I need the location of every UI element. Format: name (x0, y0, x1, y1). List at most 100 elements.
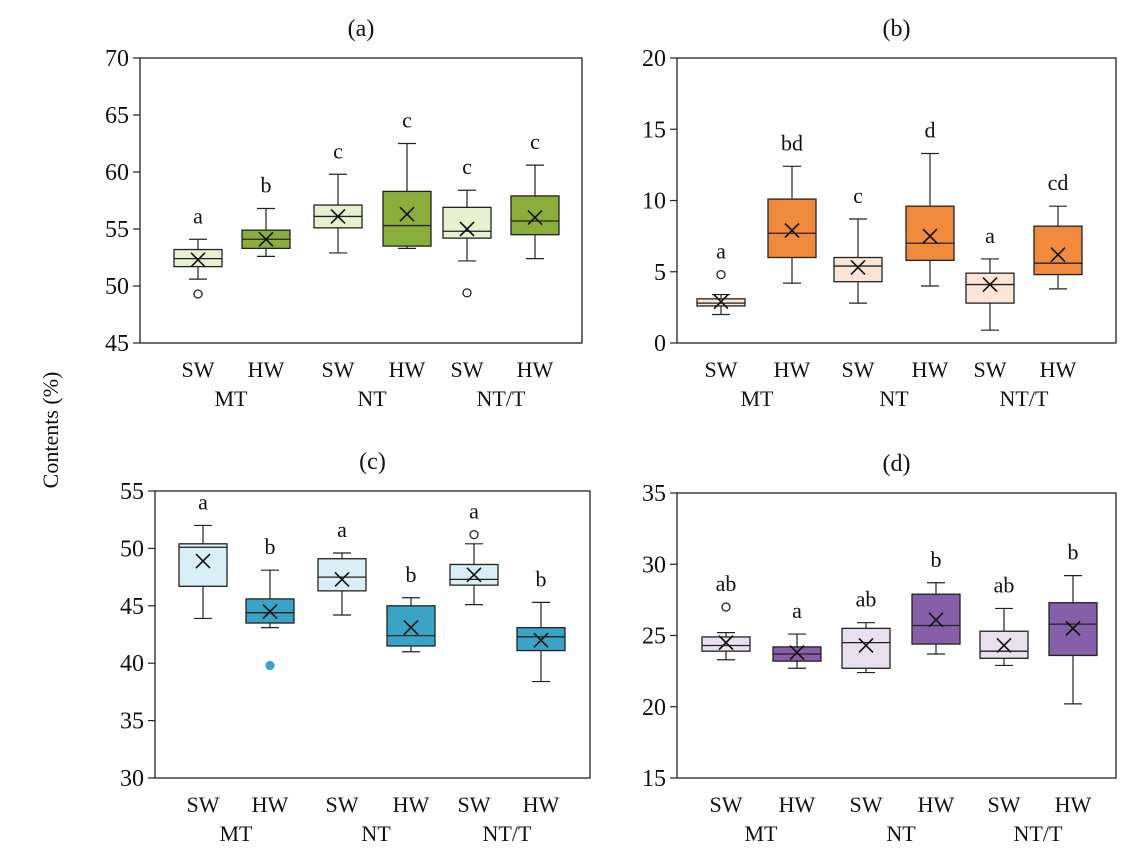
x-tick-label: HW (1040, 357, 1077, 382)
mean-marker (527, 210, 543, 226)
mean-marker (334, 571, 350, 587)
x-group-label: NT (879, 386, 909, 411)
mean-marker (195, 553, 211, 569)
box-nt-sw: c SW (833, 183, 883, 382)
x-tick-label: SW (988, 792, 1021, 817)
significance-letter: a (985, 223, 995, 248)
box-iqr (833, 256, 883, 283)
y-tick-label: 25 (642, 624, 666, 650)
y-tick-label: 40 (120, 651, 144, 677)
mean-marker (1065, 620, 1081, 636)
significance-letter: a (193, 203, 203, 228)
outlier-point (462, 288, 472, 298)
x-tick-label: HW (523, 792, 560, 817)
significance-letter: bd (781, 130, 803, 155)
significance-letter: a (469, 499, 479, 524)
box-ntt-hw: b HW (1048, 540, 1098, 817)
outlier-point (265, 660, 275, 671)
significance-letter: b (1068, 540, 1079, 565)
x-tick-label: HW (774, 357, 811, 382)
plot-frame (154, 490, 591, 779)
x-tick-label: HW (779, 792, 816, 817)
outlier-point (193, 289, 203, 299)
y-tick-label: 70 (105, 46, 129, 72)
x-tick-label: SW (974, 357, 1007, 382)
box-mt-hw: b HW (245, 534, 295, 817)
y-tick-label: 35 (642, 481, 666, 507)
x-tick-label: SW (451, 357, 484, 382)
box-iqr (767, 198, 817, 259)
box-ntt-sw: ab SW (979, 572, 1029, 817)
mean-marker (982, 277, 998, 293)
box-iqr (382, 190, 432, 247)
significance-letter: cd (1048, 170, 1069, 195)
mean-marker (262, 603, 278, 620)
y-tick-label: 20 (642, 46, 666, 72)
x-group-label: NT/T (1014, 821, 1063, 846)
mean-marker (533, 632, 549, 648)
x-tick-label: SW (850, 792, 883, 817)
box-ntt-hw: cd HW (1033, 170, 1083, 382)
x-tick-label: SW (710, 792, 743, 817)
box-mt-sw: a SW (696, 239, 746, 382)
box-ntt-sw: a SW (965, 223, 1015, 382)
x-tick-label: HW (389, 357, 426, 382)
y-tick-label: 30 (120, 766, 144, 792)
box-mt-hw: bd HW (767, 130, 817, 382)
significance-letter: c (530, 129, 540, 154)
x-group-label: NT (886, 821, 916, 846)
box-iqr (905, 205, 955, 261)
box-nt-sw: a SW (317, 517, 367, 817)
box-iqr (1033, 225, 1083, 276)
y-tick-label: 60 (105, 160, 129, 186)
panel-a: (a) 45 50 55 60 65 70 a SW b HW c SW c HW c SW c HW MT NT NT/… (105, 16, 583, 411)
significance-letter: ab (856, 587, 877, 612)
outlier-point (721, 602, 731, 612)
x-group-label: NT/T (477, 386, 526, 411)
box-nt-hw: b HW (386, 562, 436, 817)
mean-marker (258, 231, 274, 247)
x-group-label: NT (357, 386, 387, 411)
x-tick-label: HW (393, 792, 430, 817)
x-group-label: MT (215, 386, 249, 411)
significance-letter: d (925, 117, 936, 142)
x-tick-label: SW (326, 792, 359, 817)
box-ntt-hw: b HW (516, 566, 566, 817)
box-iqr (510, 195, 560, 236)
mean-marker (1050, 247, 1066, 263)
panel-c: (c) 30 35 40 45 50 55 a SW b HW a SW b HW a SW b HW MT NT NT/… (120, 449, 591, 846)
panel-title: (a) (348, 16, 375, 42)
mean-marker (713, 294, 729, 310)
x-tick-label: SW (182, 357, 215, 382)
x-tick-label: SW (322, 357, 355, 382)
mean-marker (330, 208, 346, 225)
y-tick-label: 20 (642, 695, 666, 721)
mean-marker (858, 637, 874, 654)
box-iqr (178, 543, 228, 587)
outlier-point (716, 269, 726, 280)
box-mt-sw: a SW (173, 203, 223, 382)
significance-letter: b (261, 172, 272, 197)
box-mt-sw: ab SW (701, 571, 751, 817)
significance-letter: a (337, 517, 347, 542)
mean-marker (789, 645, 805, 661)
y-tick-label: 5 (654, 260, 666, 286)
x-group-label: MT (220, 821, 254, 846)
outlier-point (469, 529, 479, 540)
panel-b: (b) 0 5 10 15 20 a SW bd HW c SW d HW a SW cd HW MT NT NT/T (642, 16, 1117, 411)
box-mt-sw: a SW (178, 489, 228, 817)
significance-letter: c (333, 138, 343, 163)
plot-frame (139, 57, 583, 344)
x-tick-label: HW (248, 357, 285, 382)
mean-marker (928, 612, 944, 628)
x-group-label: NT/T (483, 821, 532, 846)
box-ntt-sw: a SW (449, 499, 499, 817)
box-nt-sw: c SW (313, 138, 363, 382)
x-tick-label: HW (918, 792, 955, 817)
box-iqr (965, 272, 1015, 304)
box-mt-hw: a HW (772, 598, 822, 817)
mean-marker (403, 620, 419, 636)
significance-letter: b (265, 534, 276, 559)
box-iqr (317, 558, 367, 592)
